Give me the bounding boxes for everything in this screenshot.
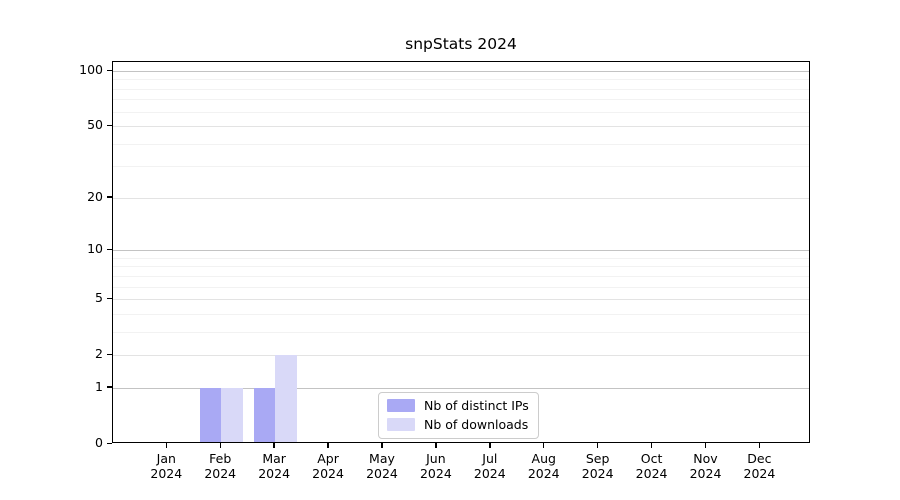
x-tick-oct (650, 443, 653, 448)
x-tick-label-aug: Aug 2024 (527, 451, 560, 481)
y-tick-0 (107, 442, 112, 444)
x-tick-label-jun: Jun 2024 (419, 451, 452, 481)
x-tick-jan (165, 443, 167, 448)
y-tick-label-10: 10 (87, 241, 103, 257)
x-tick-sep (596, 443, 599, 448)
bar-nb-of-distinct-ips-mar (253, 387, 276, 443)
bar-nb-of-downloads-feb (221, 387, 243, 443)
y-tick-label-2: 2 (95, 346, 103, 362)
minor-gridline-y-80 (113, 88, 809, 90)
legend-label-downloads: Nb of downloads (424, 417, 529, 432)
y-tick-5 (107, 297, 112, 300)
x-tick-jul (489, 443, 491, 448)
minor-gridline-y-70 (113, 99, 809, 101)
gridline-y-100 (113, 71, 809, 72)
y-tick-label-0: 0 (95, 435, 103, 450)
legend: Nb of distinct IPs Nb of downloads (378, 392, 539, 439)
y-tick-label-5: 5 (95, 290, 103, 306)
x-tick-nov (704, 443, 707, 448)
y-tick-label-1: 1 (95, 378, 103, 394)
y-tick-label-50: 50 (87, 117, 103, 133)
minor-gridline-y-90 (113, 79, 809, 81)
legend-swatch-downloads (387, 418, 415, 431)
chart-title: snpStats 2024 (405, 35, 517, 53)
x-tick-label-apr: Apr 2024 (312, 451, 344, 481)
x-tick-label-mar: Mar 2024 (258, 451, 291, 481)
x-tick-mar (273, 443, 275, 448)
y-tick-label-20: 20 (87, 188, 103, 204)
x-tick-may (381, 443, 383, 448)
gridline-y-5 (113, 299, 809, 301)
x-tick-jun (435, 443, 437, 448)
bar-nb-of-distinct-ips-feb (199, 387, 222, 443)
y-tick-100 (107, 69, 112, 71)
x-tick-label-feb: Feb 2024 (204, 451, 237, 481)
x-tick-label-may: May 2024 (366, 451, 398, 481)
y-tick-20 (107, 196, 112, 198)
bar-nb-of-downloads-mar (275, 355, 297, 443)
legend-label-distinct-ips: Nb of distinct IPs (424, 398, 529, 413)
plot-area: Nb of distinct IPs Nb of downloads (112, 61, 810, 443)
minor-gridline-y-30 (113, 166, 809, 168)
minor-gridline-y-4 (113, 313, 809, 315)
gridline-y-10 (113, 250, 809, 252)
gridline-y-50 (113, 126, 809, 128)
minor-gridline-y-3 (113, 331, 809, 333)
minor-gridline-y-40 (113, 143, 809, 145)
x-tick-apr (327, 443, 329, 448)
y-tick-10 (107, 248, 112, 251)
x-tick-label-jul: Jul 2024 (473, 451, 506, 481)
gridline-y-2 (113, 355, 809, 357)
gridline-y-1 (113, 387, 809, 389)
y-tick-label-100: 100 (79, 62, 103, 77)
x-tick-dec (758, 443, 761, 448)
y-tick-1 (107, 386, 112, 388)
x-tick-label-nov: Nov 2024 (689, 451, 722, 481)
x-tick-feb (219, 443, 221, 448)
y-tick-50 (107, 124, 112, 127)
x-tick-label-sep: Sep 2024 (581, 451, 614, 481)
minor-gridline-y-8 (113, 266, 809, 268)
legend-swatch-distinct-ips (387, 399, 415, 412)
minor-gridline-y-7 (113, 275, 809, 277)
legend-item-distinct-ips: Nb of distinct IPs (387, 398, 529, 413)
x-tick-aug (543, 443, 545, 448)
legend-item-downloads: Nb of downloads (387, 417, 529, 432)
y-tick-2 (107, 353, 112, 356)
x-tick-label-jan: Jan 2024 (150, 451, 183, 481)
x-tick-label-dec: Dec 2024 (743, 451, 776, 481)
x-tick-label-oct: Oct 2024 (635, 451, 668, 481)
minor-gridline-y-9 (113, 257, 809, 259)
minor-gridline-y-6 (113, 286, 809, 288)
gridline-y-20 (113, 197, 809, 199)
minor-gridline-y-60 (113, 111, 809, 113)
